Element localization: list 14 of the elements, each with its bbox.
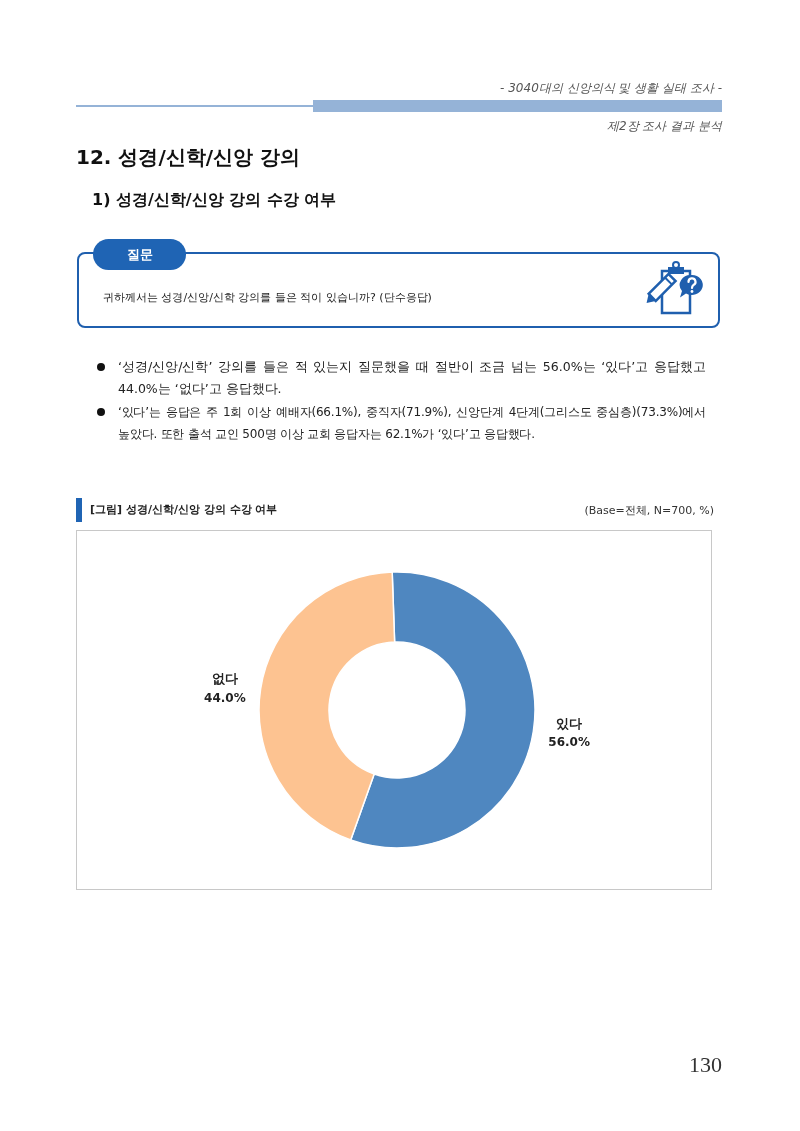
slice-label: 있다 bbox=[556, 715, 583, 731]
data-label: 44.0% bbox=[204, 690, 246, 705]
text: 귀하께서는 성경/신앙/신학 강의를 들은 적이 있습니까? (단수응답) bbox=[103, 290, 432, 305]
text: - 3040대의 신앙의식 및 생활 실태 조사 - bbox=[500, 80, 722, 97]
text: ‘있다’는 응답은 주 1회 이상 예배자(66.1%), 중직자(71.9%), 신앙단계 4단계(그리스도 중심층)(73.3%)에서 높았다. 또한 출석 교인 500명 이상 교회 응답자는 62.1%가 ‘있다’고 응답했다. bbox=[118, 404, 706, 443]
chart-title: [그림] 성경/신학/신앙 강의 수강 여부 bbox=[90, 502, 278, 517]
text: 1) 성경/신학/신앙 강의 수강 여부 bbox=[92, 190, 337, 211]
text: 제2장 조사 결과 분석 bbox=[606, 118, 722, 135]
text: (Base=전체, N=700, %) bbox=[584, 503, 714, 518]
slice-label: 없다 bbox=[211, 671, 238, 687]
text: 12. 성경/신학/신앙 강의 bbox=[76, 144, 300, 171]
data-label: 56.0% bbox=[548, 735, 590, 750]
text: 130 bbox=[689, 1052, 722, 1078]
text: ‘성경/신앙/신학’ 강의를 들은 적 있는지 질문했을 때 절반이 조금 넘는 56.0%는 ‘있다’고 응답했고 44.0%는 ‘없다’고 응답했다. bbox=[118, 358, 706, 398]
